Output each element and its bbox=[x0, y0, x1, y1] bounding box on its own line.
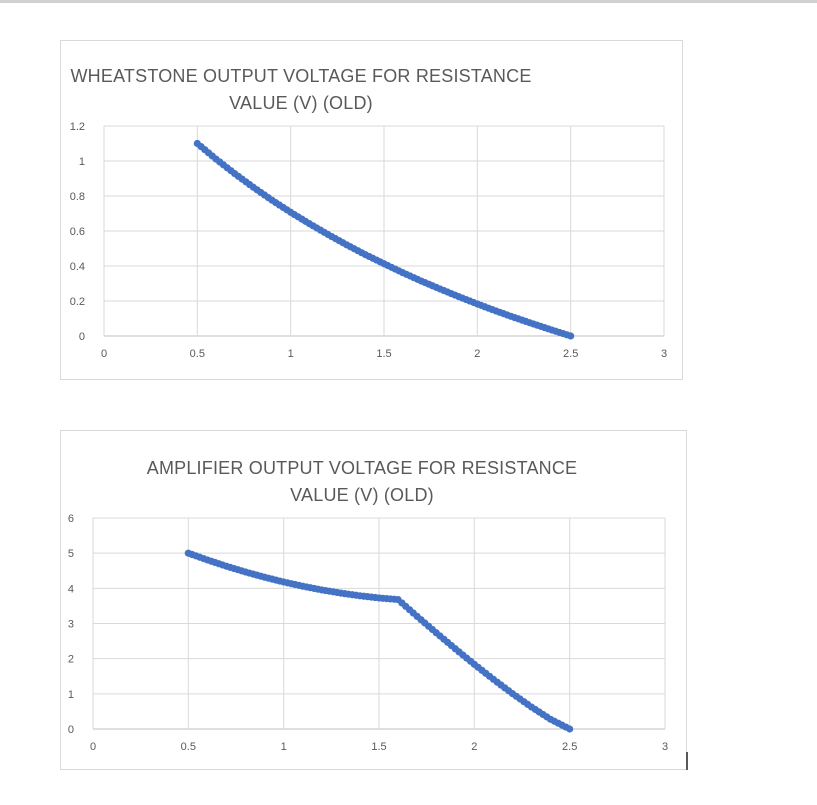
page-top-divider bbox=[0, 0, 817, 3]
svg-text:0.4: 0.4 bbox=[70, 261, 85, 273]
chart-title-line1: WHEATSTONE OUTPUT VOLTAGE FOR RESISTANCE bbox=[70, 66, 532, 86]
svg-text:6: 6 bbox=[68, 513, 74, 525]
chart-resize-handle[interactable] bbox=[686, 752, 688, 770]
svg-text:3: 3 bbox=[68, 619, 74, 631]
amplifier-plot-area: 0 1 2 3 4 5 6 0 0.5 1 1.5 2 2.5 3 bbox=[68, 513, 668, 753]
svg-text:5: 5 bbox=[68, 548, 74, 560]
svg-text:0.6: 0.6 bbox=[70, 226, 85, 238]
svg-text:0.8: 0.8 bbox=[70, 191, 85, 203]
svg-text:1.5: 1.5 bbox=[376, 348, 391, 360]
svg-text:0: 0 bbox=[68, 724, 74, 736]
wheatstone-plot-area: 0 0.2 0.4 0.6 0.8 1 1.2 0 0.5 1 1.5 2 2.5 3 bbox=[70, 121, 667, 360]
svg-text:0.5: 0.5 bbox=[190, 348, 205, 360]
svg-text:3: 3 bbox=[662, 741, 668, 753]
svg-text:3: 3 bbox=[661, 348, 667, 360]
svg-text:0.2: 0.2 bbox=[70, 296, 85, 308]
svg-text:2.5: 2.5 bbox=[562, 741, 577, 753]
svg-text:0: 0 bbox=[79, 331, 85, 343]
wheatstone-chart[interactable]: WHEATSTONE OUTPUT VOLTAGE FOR RESISTANCE… bbox=[60, 40, 683, 380]
svg-text:1: 1 bbox=[288, 348, 294, 360]
svg-text:0.5: 0.5 bbox=[181, 741, 196, 753]
svg-text:4: 4 bbox=[68, 583, 74, 595]
amplifier-chart[interactable]: AMPLIFIER OUTPUT VOLTAGE FOR RESISTANCE … bbox=[60, 430, 687, 770]
svg-text:2: 2 bbox=[471, 741, 477, 753]
chart-title: WHEATSTONE OUTPUT VOLTAGE FOR RESISTANCE… bbox=[61, 63, 541, 117]
svg-text:0: 0 bbox=[101, 348, 107, 360]
svg-text:0: 0 bbox=[90, 741, 96, 753]
svg-text:2.5: 2.5 bbox=[563, 348, 578, 360]
svg-text:1: 1 bbox=[79, 156, 85, 168]
svg-text:1: 1 bbox=[281, 741, 287, 753]
svg-text:1.2: 1.2 bbox=[70, 121, 85, 133]
chart-title-line2: VALUE (V) (OLD) bbox=[229, 93, 373, 113]
chart-title-line2: VALUE (V) (OLD) bbox=[290, 485, 434, 505]
svg-text:2: 2 bbox=[68, 654, 74, 666]
svg-text:1: 1 bbox=[68, 689, 74, 701]
chart-title-line1: AMPLIFIER OUTPUT VOLTAGE FOR RESISTANCE bbox=[146, 458, 578, 478]
svg-text:1.5: 1.5 bbox=[371, 741, 386, 753]
chart-title: AMPLIFIER OUTPUT VOLTAGE FOR RESISTANCE … bbox=[61, 455, 663, 509]
svg-text:2: 2 bbox=[474, 348, 480, 360]
